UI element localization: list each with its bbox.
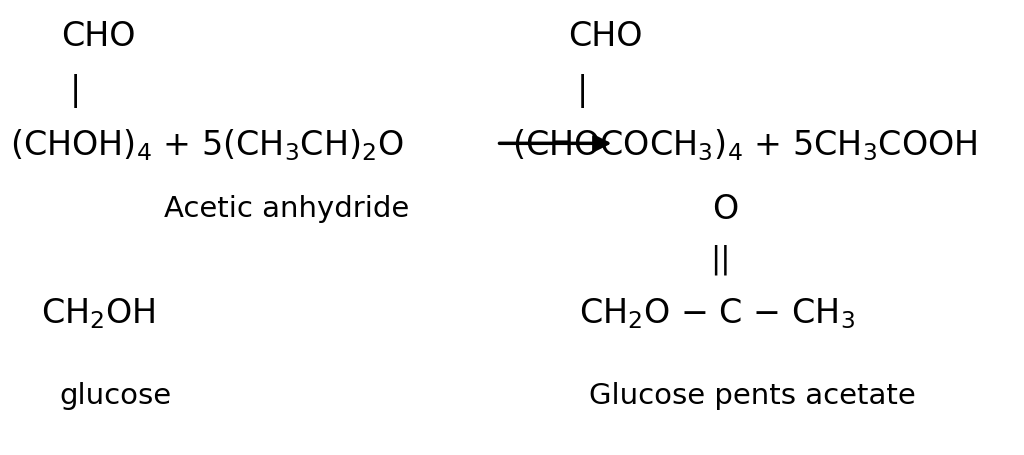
Text: |: | <box>577 74 588 108</box>
Text: glucose: glucose <box>59 382 171 410</box>
Text: (CHOH)$_{4}$ + 5(CH$_{3}$CH)$_{2}$O: (CHOH)$_{4}$ + 5(CH$_{3}$CH)$_{2}$O <box>10 128 404 163</box>
Text: |: | <box>70 74 81 108</box>
Text: CH$_{2}$OH: CH$_{2}$OH <box>41 297 156 331</box>
Text: Glucose pents acetate: Glucose pents acetate <box>589 382 915 410</box>
Text: CHO: CHO <box>568 20 643 53</box>
Text: ||: || <box>710 244 730 275</box>
Text: Acetic anhydride: Acetic anhydride <box>164 195 410 223</box>
Text: (CHOCOCH$_{3}$)$_{4}$ + 5CH$_{3}$COOH: (CHOCOCH$_{3}$)$_{4}$ + 5CH$_{3}$COOH <box>512 128 978 163</box>
Text: CHO: CHO <box>61 20 136 53</box>
Text: O: O <box>712 193 738 226</box>
Text: CH$_{2}$O $-$ C $-$ CH$_{3}$: CH$_{2}$O $-$ C $-$ CH$_{3}$ <box>579 297 855 331</box>
